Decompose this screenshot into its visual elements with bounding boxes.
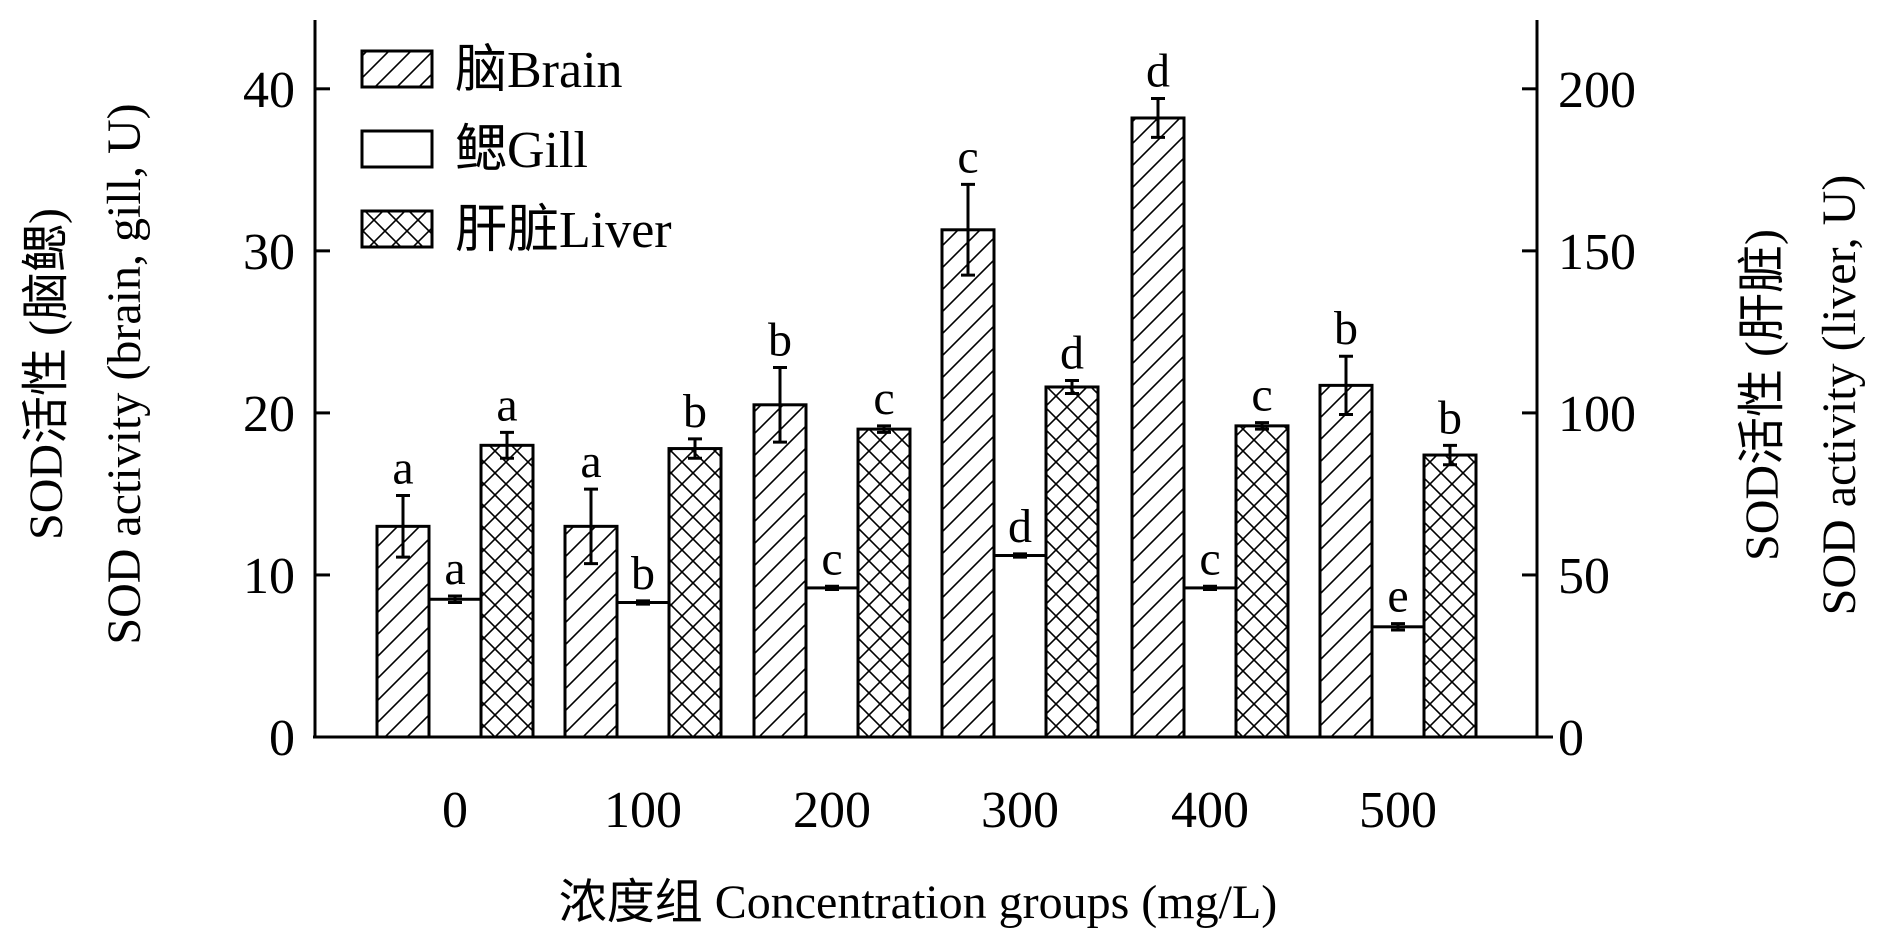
right-axis-title-line1: SOD活性 (肝脏) (1736, 229, 1789, 561)
significance-letter-brain: c (957, 130, 978, 183)
x-axis-title: 浓度组 Concentration groups (mg/L) (559, 876, 1278, 929)
left-axis-ticks: 0 10 20 30 40 (243, 62, 330, 767)
left-axis-title-line2: SOD activity (brain, gill, U) (98, 103, 151, 644)
significance-letter-liver: c (1251, 369, 1272, 422)
left-tick-label: 0 (269, 710, 295, 767)
left-tick-label: 20 (243, 386, 295, 443)
x-tick-label: 400 (1171, 782, 1249, 839)
significance-letter-brain: d (1146, 45, 1170, 98)
right-tick-label: 100 (1558, 386, 1636, 443)
bar-gill (992, 554, 1048, 739)
bar-gill (1182, 586, 1238, 739)
bar-gill (615, 601, 671, 739)
significance-letter-liver: c (873, 372, 894, 425)
left-tick-label: 40 (243, 62, 295, 119)
x-tick-label: 500 (1359, 782, 1437, 839)
bar-liver (479, 443, 535, 739)
significance-letter-gill: c (1199, 532, 1220, 585)
error-bar-liver (1443, 443, 1457, 467)
left-tick-label: 10 (243, 548, 295, 605)
significance-letter-gill: d (1008, 500, 1032, 553)
bar-brain (752, 403, 808, 739)
significance-letter-brain: a (580, 435, 601, 488)
error-bar-liver (877, 424, 891, 434)
bar-liver (667, 447, 723, 739)
significance-letter-liver: d (1060, 327, 1084, 380)
error-bar-gill (448, 594, 462, 605)
bar-brain (940, 228, 996, 739)
legend-swatch-gill (360, 129, 434, 169)
x-tick-label: 300 (981, 782, 1059, 839)
right-tick-label: 50 (1558, 548, 1610, 605)
bar-gill (427, 597, 483, 739)
significance-letter-brain: a (392, 442, 413, 495)
significance-letter-liver: b (683, 385, 707, 438)
bar-liver (1044, 385, 1100, 739)
error-bar-gill (1391, 622, 1405, 632)
x-tick-label: 0 (442, 782, 468, 839)
significance-letter-liver: b (1438, 391, 1462, 444)
x-axis-tick-labels: 0 100 200 300 400 500 (442, 782, 1437, 839)
right-tick-label: 150 (1558, 224, 1636, 281)
error-bar-liver (1065, 379, 1079, 395)
error-bar-brain (773, 366, 787, 444)
error-bar-gill (825, 584, 839, 592)
bar-liver (856, 427, 912, 739)
bar-liver (1422, 453, 1478, 739)
error-bar-liver (1255, 421, 1269, 431)
bar-brain (1130, 116, 1186, 739)
significance-letter-gill: a (444, 542, 465, 595)
right-axis-ticks: 0 50 100 150 200 (1522, 62, 1636, 767)
error-bar-brain (961, 182, 975, 277)
bar-brain (1318, 383, 1374, 739)
bar-gill (1370, 625, 1426, 739)
right-tick-label: 0 (1558, 710, 1584, 767)
x-tick-label: 100 (604, 782, 682, 839)
right-tick-label: 200 (1558, 62, 1636, 119)
significance-letter-brain: b (1334, 302, 1358, 355)
right-axis-title-line2: SOD activity (liver, U) (1813, 175, 1866, 616)
legend: 脑Brain 鳃Gill 肝脏Liver (360, 42, 672, 259)
bar-liver (1234, 424, 1290, 739)
left-tick-label: 30 (243, 224, 295, 281)
error-bar-liver (688, 437, 702, 460)
error-bar-brain (1151, 97, 1165, 139)
significance-letter-gill: e (1387, 570, 1408, 623)
error-bar-gill (1013, 552, 1027, 559)
error-bar-gill (1203, 584, 1217, 592)
legend-swatch-brain (360, 49, 434, 89)
bar-gill (804, 586, 860, 739)
legend-label-gill: 鳃Gill (455, 122, 588, 179)
error-bar-brain (396, 494, 410, 559)
significance-letter-gill: b (631, 547, 655, 600)
error-bar-brain (1339, 354, 1353, 417)
error-bar-gill (636, 599, 650, 606)
significance-letter-brain: b (768, 314, 792, 367)
legend-label-liver: 肝脏Liver (455, 202, 672, 259)
legend-label-brain: 脑Brain (455, 42, 623, 99)
significance-letter-gill: c (821, 532, 842, 585)
significance-letter-liver: a (496, 378, 517, 431)
x-tick-label: 200 (793, 782, 871, 839)
error-bar-brain (584, 487, 598, 566)
error-bar-liver (500, 430, 514, 460)
legend-swatch-liver (360, 209, 434, 249)
left-axis-title-line1: SOD活性 (脑鳃) (20, 208, 73, 540)
